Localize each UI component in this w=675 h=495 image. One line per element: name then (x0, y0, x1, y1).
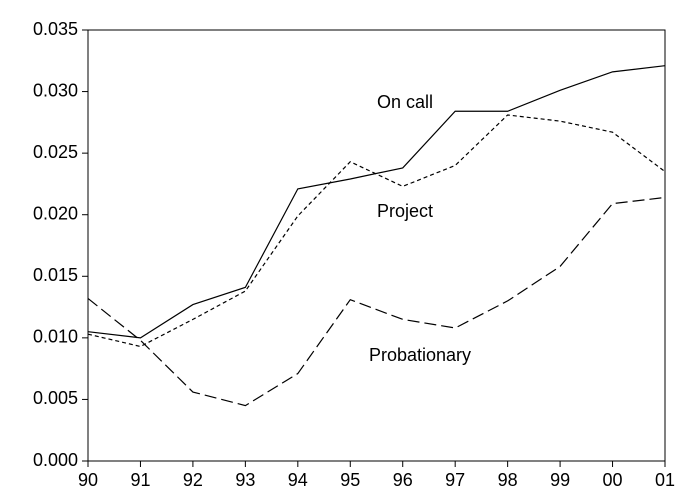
x-tick-label: 99 (550, 470, 570, 490)
x-tick-label: 94 (288, 470, 308, 490)
series-label: Probationary (369, 345, 471, 365)
y-tick-label: 0.020 (33, 203, 78, 223)
x-tick-label: 95 (340, 470, 360, 490)
x-tick-label: 98 (498, 470, 518, 490)
y-tick-label: 0.030 (33, 80, 78, 100)
y-tick-label: 0.035 (33, 19, 78, 39)
x-tick-label: 96 (393, 470, 413, 490)
series-label: On call (377, 92, 433, 112)
y-tick-label: 0.000 (33, 450, 78, 470)
y-tick-label: 0.025 (33, 142, 78, 162)
x-tick-label: 91 (130, 470, 150, 490)
x-tick-label: 90 (78, 470, 98, 490)
x-tick-label: 00 (603, 470, 623, 490)
x-tick-label: 01 (655, 470, 675, 490)
series-line (87, 114, 666, 348)
x-tick-label: 93 (235, 470, 255, 490)
series-line (87, 65, 666, 339)
series-label: Project (377, 201, 433, 221)
y-tick-label: 0.015 (33, 265, 78, 285)
series-line (87, 196, 666, 407)
plot-frame (87, 29, 666, 462)
y-tick-label: 0.005 (33, 388, 78, 408)
x-tick-label: 97 (445, 470, 465, 490)
x-tick-label: 92 (183, 470, 203, 490)
y-tick-label: 0.010 (33, 327, 78, 347)
